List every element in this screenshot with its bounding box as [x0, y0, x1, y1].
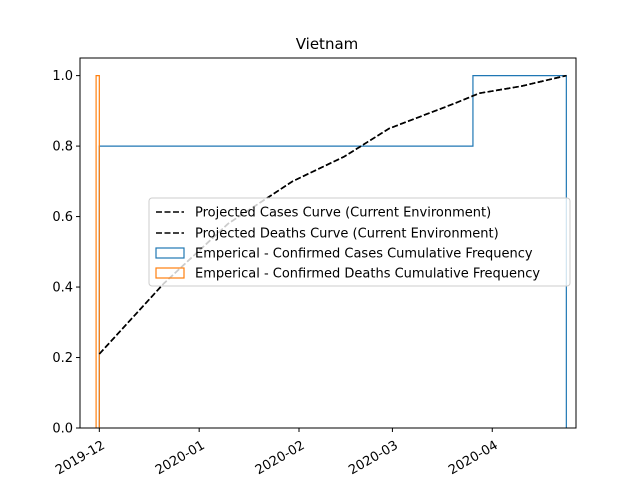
- legend-label: Projected Deaths Curve (Current Environm…: [195, 227, 499, 242]
- y-axis: 0.0 0.2 0.4 0.6 0.8 1.0: [52, 69, 80, 437]
- y-tick-label: 0.2: [52, 351, 73, 366]
- x-axis: 2019-12 2020-01 2020-02 2020-03 2020-04: [53, 428, 501, 478]
- legend-swatch: [155, 247, 185, 259]
- y-tick-label: 0.8: [52, 140, 73, 155]
- series-3-line: [95, 75, 100, 428]
- legend: Projected Cases Curve (Current Environme…: [148, 197, 571, 287]
- y-tick-label: 0.4: [52, 281, 73, 296]
- legend-label: Emperical - Confirmed Deaths Cumulative …: [195, 267, 540, 282]
- y-tick-label: 0.6: [52, 210, 73, 225]
- chart-title: Vietnam: [296, 35, 359, 53]
- legend-label: Projected Cases Curve (Current Environme…: [195, 206, 491, 221]
- y-tick-label: 1.0: [52, 69, 73, 84]
- x-tick-label: 2020-02: [253, 438, 308, 478]
- legend-swatch: [155, 267, 185, 279]
- x-tick-label: 2020-04: [446, 438, 501, 478]
- x-tick-label: 2020-01: [153, 438, 208, 478]
- legend-label: Emperical - Confirmed Cases Cumulative F…: [195, 247, 533, 262]
- x-tick-label: 2019-12: [53, 438, 108, 478]
- x-tick-label: 2020-03: [346, 438, 401, 478]
- plot-frame: [79, 57, 577, 429]
- y-tick-label: 0.0: [52, 422, 73, 437]
- legend-frame: [148, 197, 571, 287]
